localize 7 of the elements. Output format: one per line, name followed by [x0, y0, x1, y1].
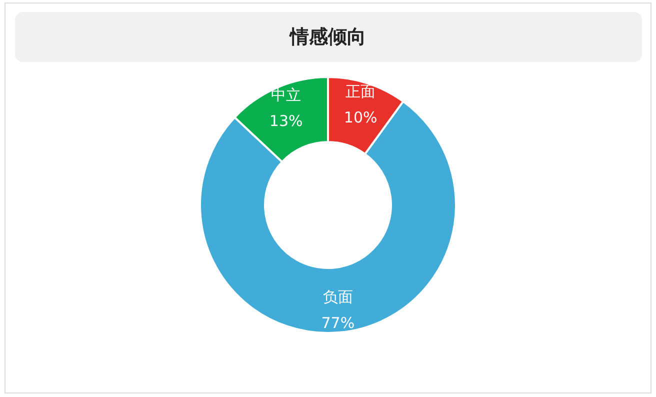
- slice-label: 负面: [322, 288, 353, 306]
- data-label: 13%: [269, 112, 303, 130]
- data-label: 10%: [344, 108, 378, 127]
- chart-title: 情感倾向: [289, 26, 366, 48]
- data-label: 77%: [321, 314, 355, 332]
- slice-label: 中立: [271, 86, 302, 104]
- slice-label: 正面: [346, 82, 376, 101]
